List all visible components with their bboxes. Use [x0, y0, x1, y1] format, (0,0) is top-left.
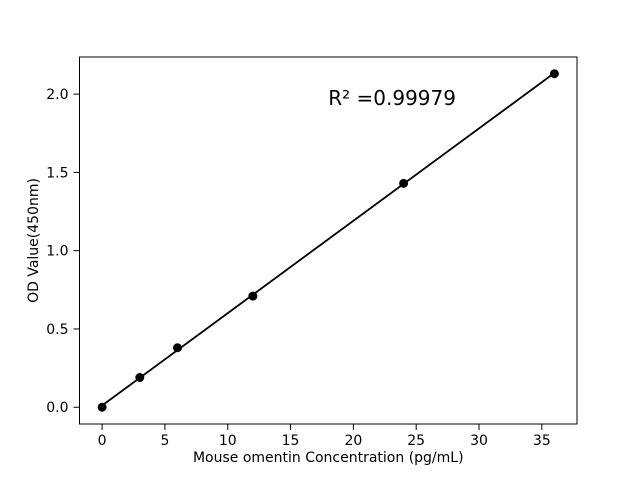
x-tick-label: 30 — [470, 433, 488, 449]
y-tick-label: 0.0 — [46, 400, 68, 416]
y-tick-label: 0.5 — [46, 322, 68, 338]
data-point — [172, 343, 182, 353]
data-point — [135, 372, 145, 382]
data-point — [248, 291, 258, 301]
x-tick-label: 5 — [160, 433, 169, 449]
data-point — [549, 69, 559, 79]
x-tick-label: 25 — [407, 433, 425, 449]
y-tick-label: 2.0 — [46, 87, 68, 103]
y-tick-label: 1.0 — [46, 244, 68, 260]
x-tick-label: 0 — [98, 433, 107, 449]
data-point — [97, 402, 107, 412]
data-point — [399, 178, 409, 188]
y-tick-label: 1.5 — [46, 165, 68, 181]
x-tick-label: 10 — [219, 433, 237, 449]
plot-area-spines — [79, 56, 578, 425]
y-axis-label: OD Value(450nm) — [26, 178, 42, 303]
x-tick-label: 15 — [282, 433, 300, 449]
r-squared-annotation: R² =0.99979 — [328, 86, 456, 110]
x-axis-label: Mouse omentin Concentration (pg/mL) — [193, 450, 464, 466]
x-tick-label: 20 — [344, 433, 362, 449]
x-tick-label: 35 — [533, 433, 551, 449]
